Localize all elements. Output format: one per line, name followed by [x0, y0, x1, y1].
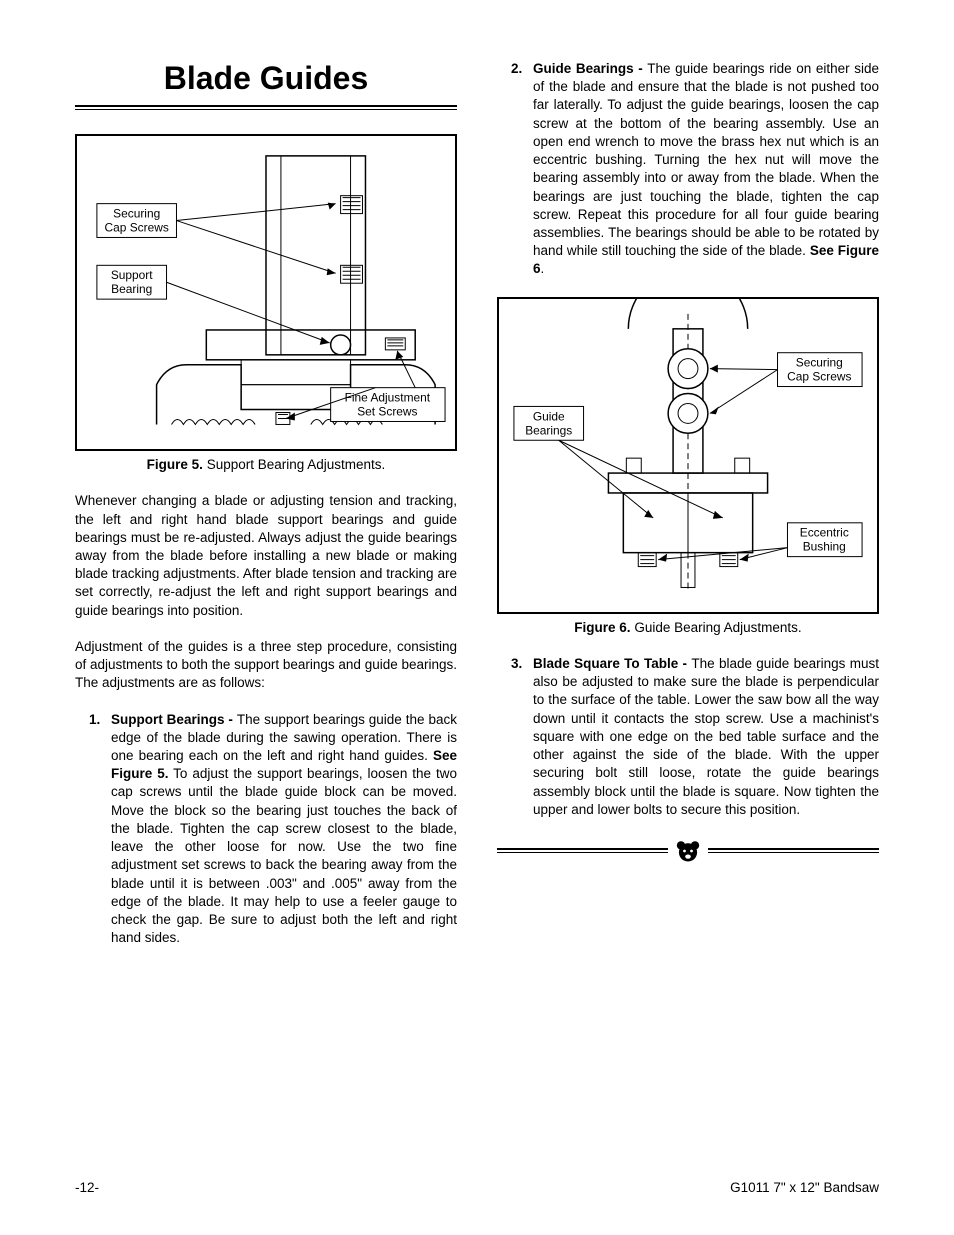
step-3-text: The blade guide bearings must also be ad… — [533, 656, 879, 817]
step-3: 3. Blade Square To Table - The blade gui… — [533, 655, 879, 819]
svg-text:Cap Screws: Cap Screws — [105, 220, 169, 234]
left-column: Blade Guides — [75, 60, 457, 965]
figure-6-caption: Figure 6. Guide Bearing Adjustments. — [497, 620, 879, 635]
figure-5-label: Figure 5. — [147, 457, 203, 472]
svg-text:Bushing: Bushing — [803, 539, 846, 553]
svg-text:Guide: Guide — [533, 409, 565, 423]
svg-text:Fine Adjustment: Fine Adjustment — [345, 391, 431, 405]
step-2-text: The guide bearings ride on either side o… — [533, 61, 879, 258]
figure-6-diagram: Securing Cap Screws Guide Bearings Eccen… — [497, 297, 879, 614]
two-column-layout: Blade Guides — [75, 60, 879, 965]
svg-text:Securing: Securing — [113, 207, 160, 221]
step-1-title: Support Bearings - — [111, 712, 237, 727]
step-3-num: 3. — [511, 655, 522, 673]
svg-text:Support: Support — [111, 268, 153, 282]
step-1-text-b: To adjust the support bearings, loosen t… — [111, 766, 457, 945]
figure-5-caption: Figure 5. Support Bearing Adjustments. — [75, 457, 457, 472]
svg-text:Eccentric: Eccentric — [800, 525, 849, 539]
figure-5-caption-text: Support Bearing Adjustments. — [207, 457, 386, 472]
svg-text:Bearing: Bearing — [111, 282, 152, 296]
svg-text:Cap Screws: Cap Screws — [787, 369, 851, 383]
intro-para-1: Whenever changing a blade or adjusting t… — [75, 492, 457, 620]
page-footer: -12- G1011 7" x 12" Bandsaw — [75, 1180, 879, 1195]
step-3-title: Blade Square To Table - — [533, 656, 691, 671]
step-list-right-1: 2. Guide Bearings - The guide bearings r… — [497, 60, 879, 279]
page-title: Blade Guides — [75, 60, 457, 97]
right-column: 2. Guide Bearings - The guide bearings r… — [497, 60, 879, 965]
model-name: G1011 7" x 12" Bandsaw — [730, 1180, 879, 1195]
svg-text:Bearings: Bearings — [525, 423, 572, 437]
section-end-ornament — [497, 837, 879, 865]
figure-6-caption-text: Guide Bearing Adjustments. — [634, 620, 801, 635]
page-number: -12- — [75, 1180, 99, 1195]
figure-6-label: Figure 6. — [574, 620, 630, 635]
svg-text:Securing: Securing — [796, 355, 843, 369]
bear-icon — [674, 837, 702, 865]
svg-text:Set Screws: Set Screws — [357, 405, 417, 419]
heading-rule — [75, 105, 457, 110]
intro-para-2: Adjustment of the guides is a three step… — [75, 638, 457, 693]
step-1-num: 1. — [89, 711, 100, 729]
step-list-right-2: 3. Blade Square To Table - The blade gui… — [497, 655, 879, 819]
step-list-left: 1. Support Bearings - The support bearin… — [75, 711, 457, 948]
step-2-num: 2. — [511, 60, 522, 78]
step-2-title: Guide Bearings - — [533, 61, 647, 76]
step-2: 2. Guide Bearings - The guide bearings r… — [533, 60, 879, 279]
figure-5-diagram: Securing Cap Screws Support Bearing Fine… — [75, 134, 457, 451]
step-1: 1. Support Bearings - The support bearin… — [111, 711, 457, 948]
